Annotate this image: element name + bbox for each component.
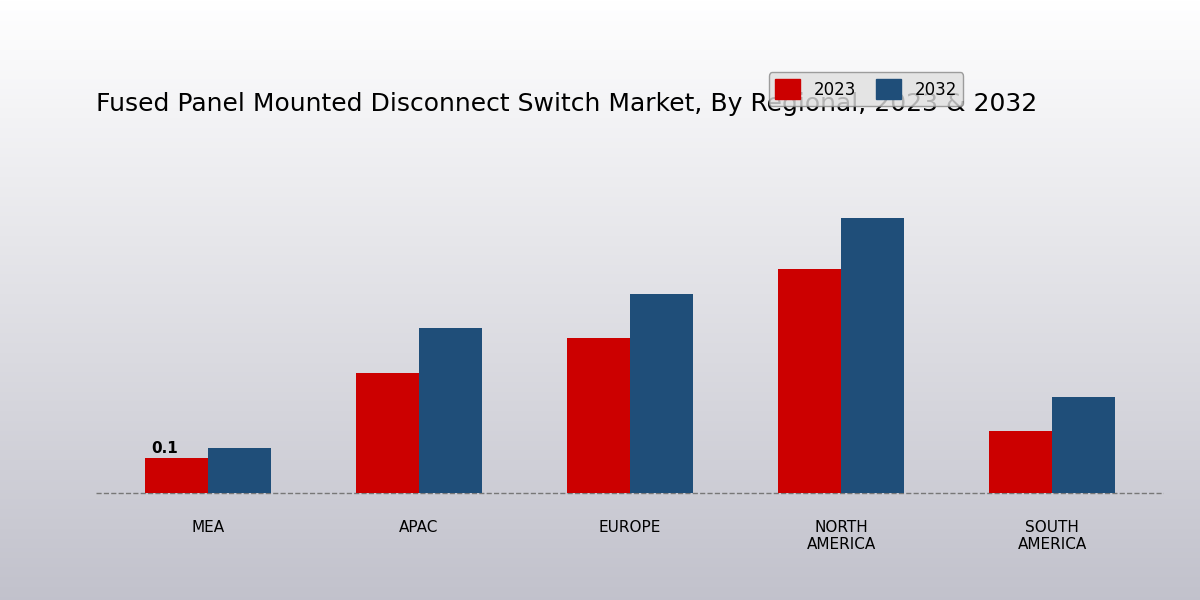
Legend: 2023, 2032: 2023, 2032 bbox=[769, 72, 964, 106]
Bar bbox=[144, 458, 208, 493]
Bar bbox=[419, 328, 482, 493]
Text: 0.1: 0.1 bbox=[151, 441, 178, 456]
Bar bbox=[1052, 397, 1116, 493]
Bar bbox=[630, 293, 694, 493]
Bar bbox=[355, 373, 419, 493]
Text: Fused Panel Mounted Disconnect Switch Market, By Regional, 2023 & 2032: Fused Panel Mounted Disconnect Switch Ma… bbox=[96, 92, 1037, 116]
Bar bbox=[208, 448, 271, 493]
Bar bbox=[778, 269, 841, 493]
Bar bbox=[841, 218, 905, 493]
Bar bbox=[989, 431, 1052, 493]
Bar bbox=[566, 338, 630, 493]
